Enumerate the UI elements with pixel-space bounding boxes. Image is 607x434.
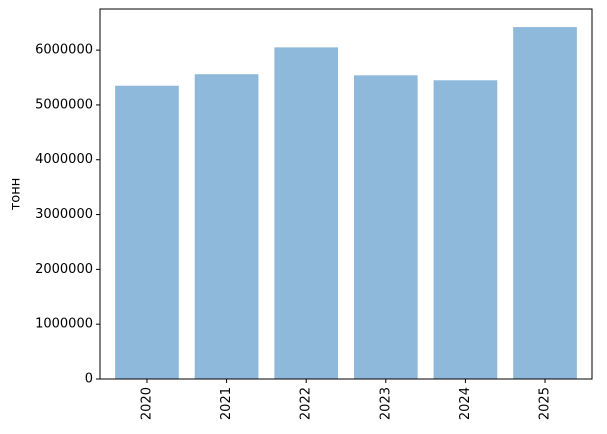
y-axis-label: тонн [9,178,24,211]
bar [433,80,498,379]
bar [274,47,339,380]
y-tick-label: 6000000 [35,43,93,58]
y-tick-label: 5000000 [35,97,93,112]
x-tick-label: 2024 [458,387,473,420]
x-tick-label: 2021 [219,387,234,420]
x-tick-label: 2025 [538,387,553,420]
y-tick-label: 3000000 [35,207,93,222]
y-tick-label: 4000000 [35,152,93,167]
x-tick-label: 2023 [378,387,393,420]
bar [513,27,577,379]
bar [194,74,259,380]
bar [115,85,179,380]
x-tick-label: 2022 [299,387,314,420]
x-tick-label: 2020 [139,387,154,420]
bar [353,75,418,379]
y-tick-label: 2000000 [35,262,93,277]
y-tick-label: 0 [85,372,93,387]
plot-frame [99,8,593,380]
y-tick-label: 1000000 [35,317,93,332]
